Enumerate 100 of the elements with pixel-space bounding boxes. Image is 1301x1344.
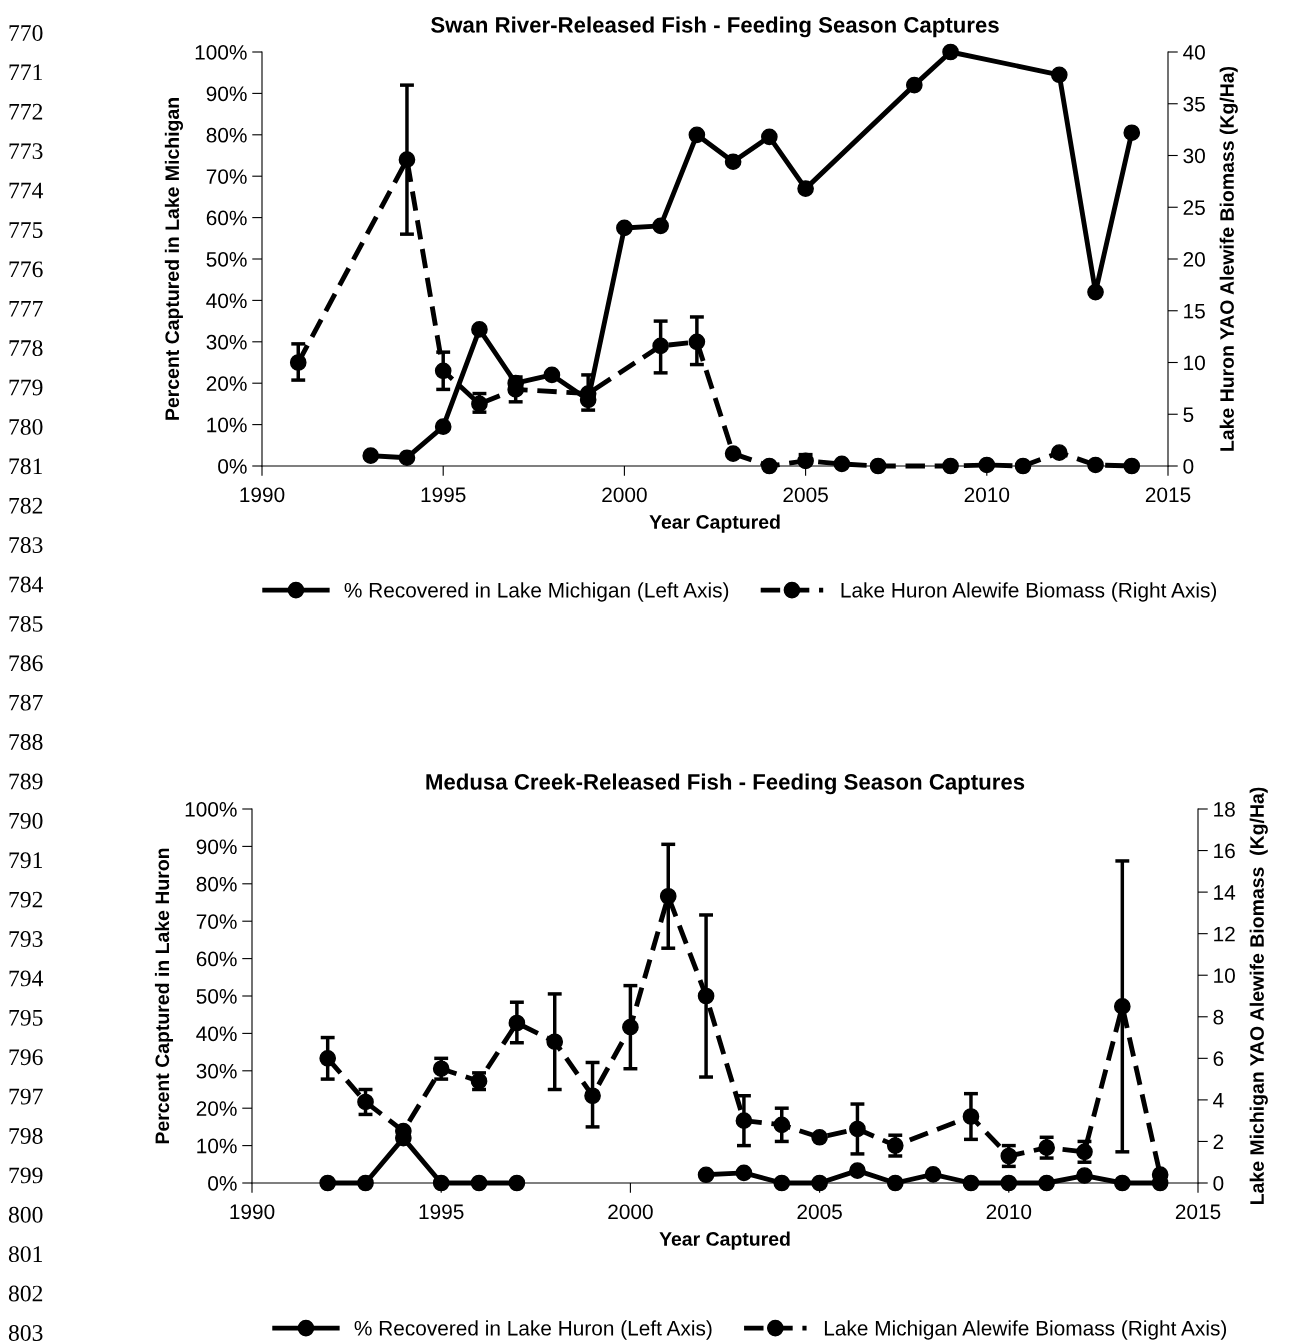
x-tick-label: 1995 (421, 487, 466, 503)
point (811, 1174, 828, 1192)
point (432, 1174, 450, 1192)
point (1050, 66, 1068, 84)
chart-title: Medusa Creek-Released Fish - Feeding Season Captures (426, 773, 1025, 795)
text: 796 (9, 1049, 43, 1066)
y-tick-label: 0% (208, 1176, 237, 1191)
point (724, 153, 742, 171)
y-tick-label: 40% (206, 293, 247, 309)
point (471, 321, 488, 338)
text: 790 (9, 812, 43, 829)
text: 783 (9, 537, 43, 554)
y2-tick-label: 0 (1213, 1176, 1224, 1191)
point (811, 1128, 828, 1146)
y-tick-label: 70% (206, 169, 247, 184)
text: 788 (9, 734, 43, 750)
x-tick-label: 2005 (797, 1204, 842, 1220)
point (1014, 457, 1032, 475)
y2-axis-title: Lake Huron YAO Alewife Biomass (Kg/Ha) (1219, 66, 1238, 451)
point (1123, 457, 1141, 475)
text: 782 (9, 497, 43, 514)
y2-tick-label: 2 (1213, 1134, 1224, 1149)
text: 792 (9, 891, 43, 908)
y-tick-label: 20% (206, 376, 247, 391)
text: 797 (9, 1088, 43, 1105)
text: 787 (9, 694, 43, 711)
y2-tick-label: 15 (1184, 303, 1205, 319)
text: 781 (9, 458, 42, 475)
text: 793 (9, 931, 43, 947)
point (470, 1174, 488, 1192)
y-axis-title: Percent Captured in Lake Huron (154, 848, 174, 1144)
y-tick-label: 30% (206, 334, 247, 350)
y-tick-label: 90% (206, 86, 247, 102)
y2-tick-label: 5 (1183, 407, 1194, 422)
legend-label: % Recovered in Lake Huron (Left Axis) (354, 1320, 712, 1340)
x-axis-title: Year Captured (659, 1231, 790, 1250)
text: 800 (8, 1206, 43, 1223)
point (735, 1164, 753, 1182)
y2-tick-label: 16 (1214, 843, 1235, 859)
y2-tick-label: 30 (1183, 148, 1205, 164)
y2-axis-title: Lake Michigan YAO Alewife Biomass (Kg/Ha) (1249, 787, 1268, 1204)
point (724, 445, 742, 462)
y2-tick-label: 18 (1214, 802, 1235, 817)
x-tick-label: 2000 (608, 1204, 653, 1220)
text: 801 (8, 1246, 42, 1263)
point (761, 128, 778, 146)
point (688, 126, 706, 144)
y2-tick-label: 14 (1214, 885, 1236, 900)
y2-tick-label: 4 (1213, 1093, 1224, 1108)
chart-title: Swan River-Released Fish - Feeding Season Captures (431, 16, 999, 38)
text: 785 (9, 615, 43, 632)
y-tick-label: 80% (196, 876, 237, 892)
point (797, 180, 814, 197)
point (833, 455, 851, 473)
text: 794 (9, 970, 44, 987)
x-tick-label: 2015 (1175, 1204, 1221, 1220)
text: 798 (9, 1128, 43, 1144)
text: 789 (9, 773, 43, 790)
y-tick-label: 40% (196, 1026, 237, 1042)
text: 779 (9, 379, 43, 396)
text: 791 (9, 852, 42, 869)
text: 775 (9, 222, 43, 238)
y2-tick-label: 20 (1183, 252, 1205, 267)
y-tick-label: 50% (196, 989, 237, 1004)
y-tick-label: 20% (196, 1101, 237, 1116)
point (319, 1174, 337, 1192)
point (1076, 1167, 1093, 1184)
text: 778 (9, 340, 43, 357)
y-tick-label: 0% (218, 459, 247, 474)
point (543, 366, 561, 384)
text: 784 (9, 576, 44, 593)
y-tick-label: 60% (206, 210, 247, 226)
point (697, 1166, 715, 1184)
point (978, 456, 996, 474)
point (1038, 1174, 1055, 1192)
y-tick-label: 60% (196, 951, 237, 967)
y-tick-label: 70% (196, 914, 237, 929)
point (942, 43, 959, 61)
y-tick-label: 50% (206, 252, 247, 267)
y-tick-label: 100% (195, 45, 247, 60)
point (398, 449, 416, 467)
text: 777 (9, 300, 43, 317)
y2-tick-label: 35 (1183, 96, 1205, 112)
text: 786 (9, 655, 43, 672)
point (1050, 444, 1068, 461)
x-axis-title: Year Captured (649, 514, 780, 533)
point (434, 418, 452, 436)
point (508, 1174, 526, 1192)
y-tick-label: 30% (196, 1063, 237, 1079)
legend-label: Lake Huron Alewife Biomass (Right Axis) (841, 582, 1217, 602)
point (616, 219, 633, 237)
point (849, 1162, 866, 1179)
point (924, 1166, 942, 1183)
point (1113, 1174, 1131, 1192)
y-tick-label: 80% (206, 127, 247, 143)
x-tick-label: 2010 (986, 1204, 1032, 1220)
text: 770 (9, 24, 43, 41)
text: 802 (8, 1285, 43, 1302)
point (962, 1174, 980, 1192)
x-tick-label: 1990 (240, 487, 285, 503)
